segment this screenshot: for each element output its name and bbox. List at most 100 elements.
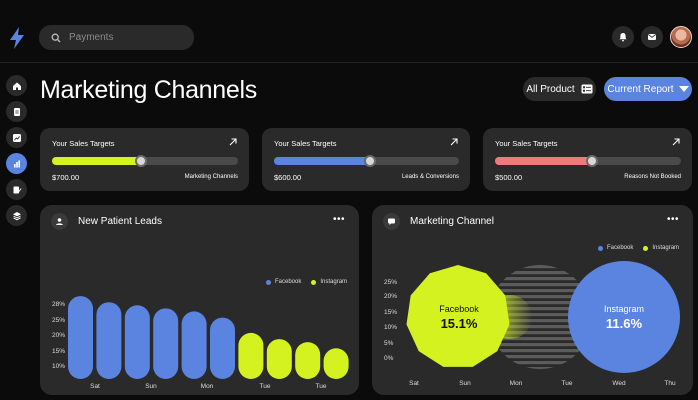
all-product-label: All Product bbox=[526, 83, 575, 95]
search-bar[interactable] bbox=[39, 25, 194, 50]
legend-facebook: Facebook bbox=[607, 245, 634, 251]
bar-facebook[interactable] bbox=[68, 296, 93, 379]
card-amount: $700.00 bbox=[52, 173, 80, 182]
bubble-facebook-value: 15.1% bbox=[441, 316, 478, 331]
bar-instagram[interactable] bbox=[266, 339, 292, 379]
arrow-up-right-icon[interactable] bbox=[671, 137, 681, 147]
progress-track bbox=[274, 155, 459, 167]
y-tick-label: 5% bbox=[384, 340, 394, 347]
all-product-button[interactable]: All Product bbox=[523, 77, 596, 101]
card-title: Your Sales Targets bbox=[274, 139, 337, 148]
x-tick-label: Sat bbox=[90, 383, 100, 390]
x-tick-label: Thu bbox=[664, 380, 676, 387]
bar-facebook[interactable] bbox=[124, 305, 150, 379]
x-tick-label: Mon bbox=[510, 380, 523, 387]
progress-knob[interactable] bbox=[585, 155, 598, 167]
sales-target-card-leads: Your Sales Targets $600.00 Leads & Conve… bbox=[262, 128, 470, 191]
chat-icon bbox=[383, 213, 400, 230]
bar-facebook[interactable] bbox=[210, 317, 235, 379]
arrow-up-right-icon[interactable] bbox=[228, 137, 238, 147]
edit-icon bbox=[13, 186, 21, 193]
bar-instagram[interactable] bbox=[295, 342, 321, 379]
legend-swatch-instagram bbox=[643, 245, 649, 251]
channel-panel-title: Marketing Channel bbox=[410, 216, 494, 227]
sidebar-item-documents[interactable] bbox=[6, 101, 27, 122]
bell-icon bbox=[619, 33, 627, 42]
bubble-overlap-striped bbox=[488, 265, 592, 369]
sidebar-item-analytics[interactable] bbox=[6, 153, 27, 174]
bar-facebook[interactable] bbox=[181, 311, 207, 379]
current-report-dropdown[interactable]: Current Report bbox=[604, 77, 692, 101]
legend-swatch-facebook bbox=[266, 279, 271, 285]
channel-bubble-chart: 25% 20% 15% 10% 5% 0% Sat Sun Mon Tue Wed Thu Facebo… bbox=[384, 261, 680, 387]
y-tick-label: 25% bbox=[384, 279, 397, 286]
bar-instagram[interactable] bbox=[238, 332, 264, 379]
more-options-icon[interactable]: ••• bbox=[666, 214, 679, 225]
bar-instagram[interactable] bbox=[323, 348, 349, 379]
card-amount: $600.00 bbox=[274, 173, 302, 182]
sidebar-item-trends[interactable] bbox=[6, 127, 27, 148]
y-tick-label: 28% bbox=[52, 301, 65, 308]
y-tick-label: 10% bbox=[52, 363, 65, 370]
messages-button[interactable] bbox=[641, 26, 663, 48]
sales-target-card-marketing: Your Sales Targets $700.00 Marketing Cha… bbox=[40, 128, 249, 191]
progress-track bbox=[495, 155, 681, 167]
bubble-facebook-label: Facebook bbox=[439, 304, 479, 314]
card-caption: Marketing Channels bbox=[184, 174, 238, 180]
search-icon bbox=[51, 33, 61, 42]
x-tick-label: Sun bbox=[145, 383, 157, 390]
progress-knob[interactable] bbox=[364, 155, 377, 167]
legend-swatch-instagram bbox=[311, 279, 317, 285]
home-icon bbox=[12, 82, 21, 90]
y-tick-label: 20% bbox=[52, 332, 65, 339]
y-tick-label: 15% bbox=[384, 309, 397, 316]
layers-icon bbox=[12, 211, 21, 220]
progress-knob[interactable] bbox=[135, 155, 148, 167]
arrow-up-right-icon[interactable] bbox=[449, 137, 459, 147]
bubble-facebook[interactable] bbox=[406, 265, 510, 367]
mail-icon bbox=[648, 34, 656, 40]
notifications-button[interactable] bbox=[612, 26, 634, 48]
x-tick-label: Tue bbox=[562, 380, 573, 387]
x-tick-label: Mon bbox=[201, 383, 214, 390]
sidebar-item-home[interactable] bbox=[6, 75, 27, 96]
card-amount: $500.00 bbox=[495, 173, 523, 182]
bar-facebook[interactable] bbox=[153, 308, 179, 379]
y-tick-label: 15% bbox=[52, 348, 65, 355]
bar-facebook[interactable] bbox=[96, 302, 122, 379]
sidebar-item-edit[interactable] bbox=[6, 179, 27, 200]
sidebar bbox=[6, 75, 27, 226]
leads-bar-chart: 28% 25% 20% 15% 10% Sat Sun Mon Tue Tue bbox=[52, 296, 349, 390]
sidebar-item-layers[interactable] bbox=[6, 205, 27, 226]
progress-fill bbox=[495, 157, 592, 165]
legend-instagram: Instagram bbox=[652, 245, 680, 251]
x-tick-label: Tue bbox=[316, 383, 327, 390]
bubble-instagram[interactable] bbox=[568, 261, 680, 373]
x-tick-label: Wed bbox=[612, 380, 626, 387]
bubble-instagram-label: Instagram bbox=[604, 304, 644, 314]
document-icon bbox=[13, 107, 20, 116]
x-tick-label: Tue bbox=[260, 383, 271, 390]
current-report-label: Current Report bbox=[607, 83, 674, 95]
legend-instagram: Instagram bbox=[320, 279, 348, 285]
card-title: Your Sales Targets bbox=[495, 139, 558, 148]
search-input[interactable] bbox=[69, 32, 169, 43]
y-tick-label: 25% bbox=[52, 317, 65, 324]
more-options-icon[interactable]: ••• bbox=[332, 214, 345, 225]
page-title: Marketing Channels bbox=[40, 76, 257, 104]
user-avatar[interactable] bbox=[670, 26, 692, 48]
channel-legend: Facebook Instagram bbox=[598, 245, 679, 251]
leads-panel-title: New Patient Leads bbox=[78, 216, 162, 227]
legend-swatch-facebook bbox=[598, 245, 603, 251]
y-tick-label: 20% bbox=[384, 293, 397, 300]
legend-facebook: Facebook bbox=[275, 279, 302, 285]
card-caption: Leads & Conversions bbox=[401, 174, 459, 180]
sales-target-card-reasons: Your Sales Targets $500.00 Reasons Not B… bbox=[483, 128, 692, 191]
marketing-channel-panel: Marketing Channel ••• Facebook Instagram… bbox=[372, 205, 693, 395]
card-title: Your Sales Targets bbox=[52, 139, 115, 148]
lightning-logo-icon[interactable] bbox=[7, 26, 27, 50]
x-tick-label: Sun bbox=[459, 380, 471, 387]
bar-chart-icon bbox=[13, 160, 20, 167]
x-tick-label: Sat bbox=[409, 380, 419, 387]
bubble-instagram-value: 11.6% bbox=[606, 316, 643, 331]
